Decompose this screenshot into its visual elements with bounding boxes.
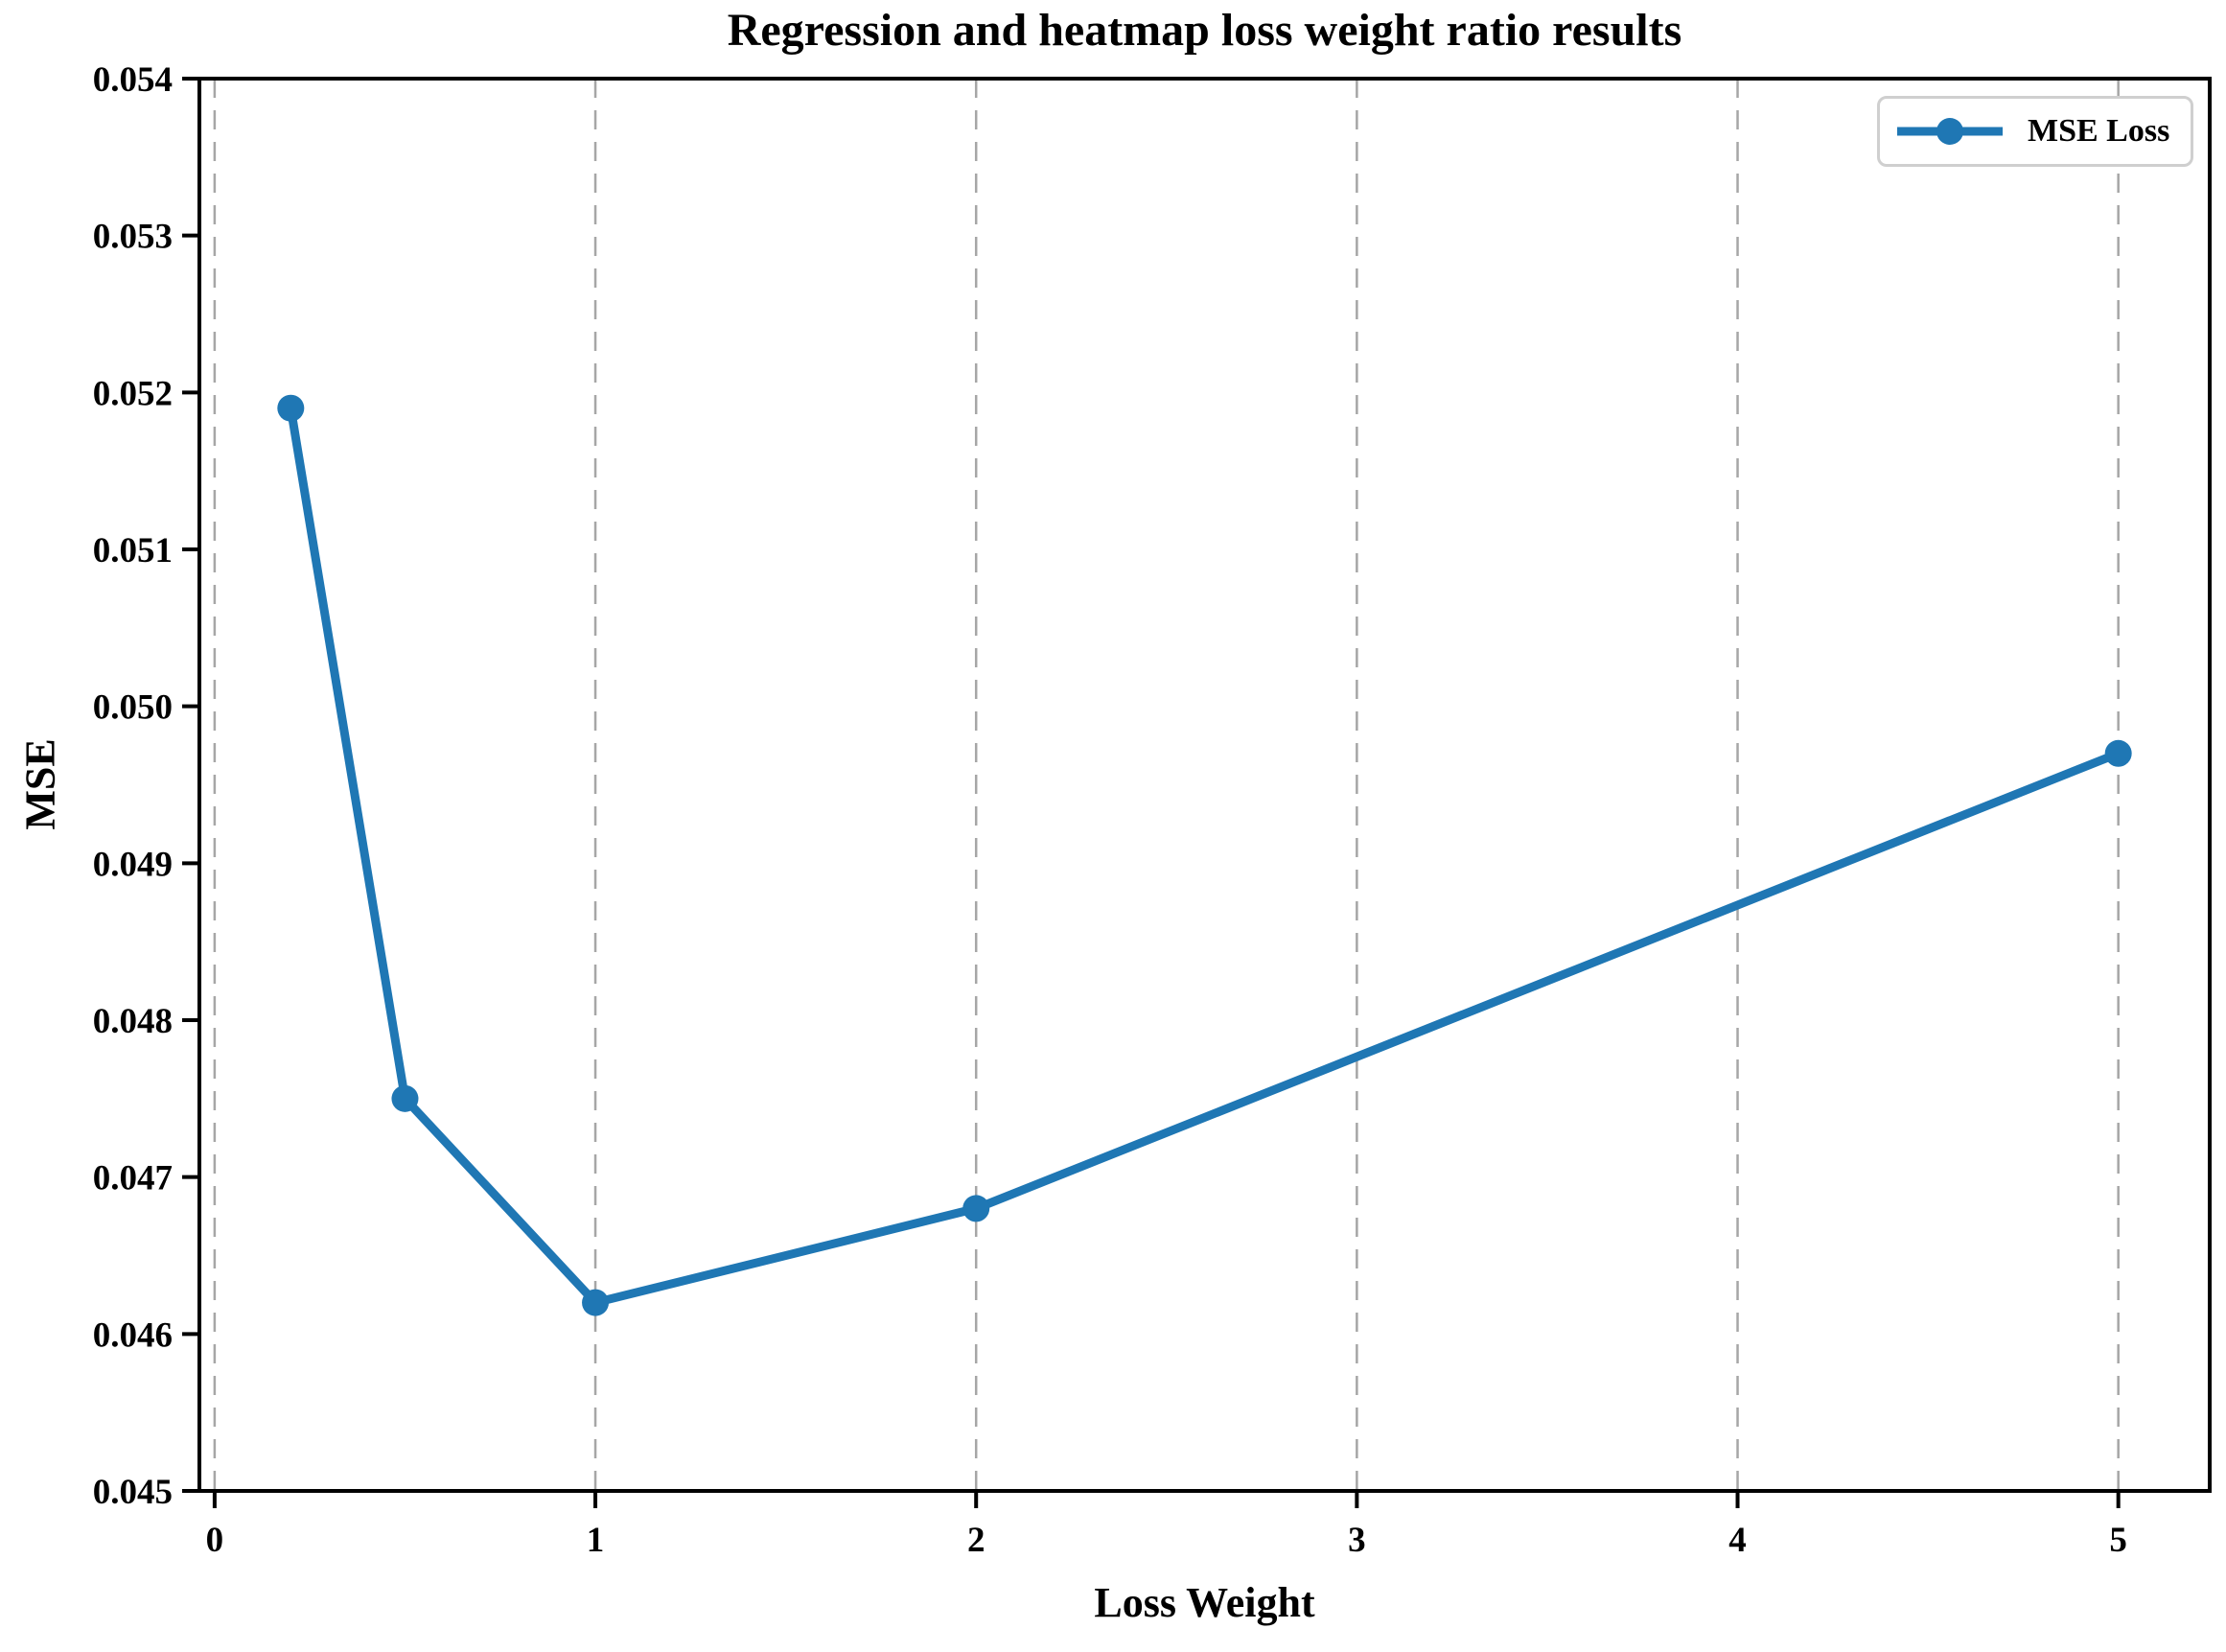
legend-line-sample	[1897, 118, 2003, 145]
x-tick-label: 1	[587, 1521, 605, 1560]
axes-spines	[197, 77, 2212, 1493]
data-point-marker	[962, 1195, 990, 1222]
y-tick-label: 0.050	[93, 688, 173, 728]
y-tick-label: 0.047	[93, 1159, 173, 1198]
data-point-marker	[2104, 739, 2132, 767]
data-point-marker	[391, 1084, 419, 1112]
x-tick-label: 0	[206, 1521, 224, 1560]
chart-title: Regression and heatmap loss weight ratio…	[727, 5, 1682, 56]
x-tick-label: 5	[2109, 1521, 2127, 1560]
legend-entry-label: MSE Loss	[2028, 113, 2170, 149]
y-tick-label: 0.046	[93, 1315, 173, 1355]
legend: MSE Loss	[1877, 96, 2193, 167]
y-tick-label: 0.054	[93, 60, 173, 100]
data-point-marker	[277, 394, 305, 422]
x-tick-label: 4	[1728, 1521, 1747, 1560]
y-tick-label: 0.053	[93, 218, 173, 257]
y-tick-label: 0.051	[93, 531, 173, 570]
x-tick-label: 3	[1348, 1521, 1366, 1560]
y-tick-label: 0.045	[93, 1473, 173, 1512]
x-tick-label: 2	[967, 1521, 985, 1560]
y-tick-label: 0.048	[93, 1002, 173, 1041]
legend-sample-marker-icon	[1936, 118, 1963, 145]
y-axis-label: MSE	[16, 738, 64, 830]
y-tick-label: 0.052	[93, 374, 173, 413]
y-tick-label: 0.049	[93, 845, 173, 884]
x-axis-label: Loss Weight	[1094, 1579, 1315, 1626]
data-line	[286, 404, 2123, 1308]
data-point-marker	[582, 1289, 610, 1316]
